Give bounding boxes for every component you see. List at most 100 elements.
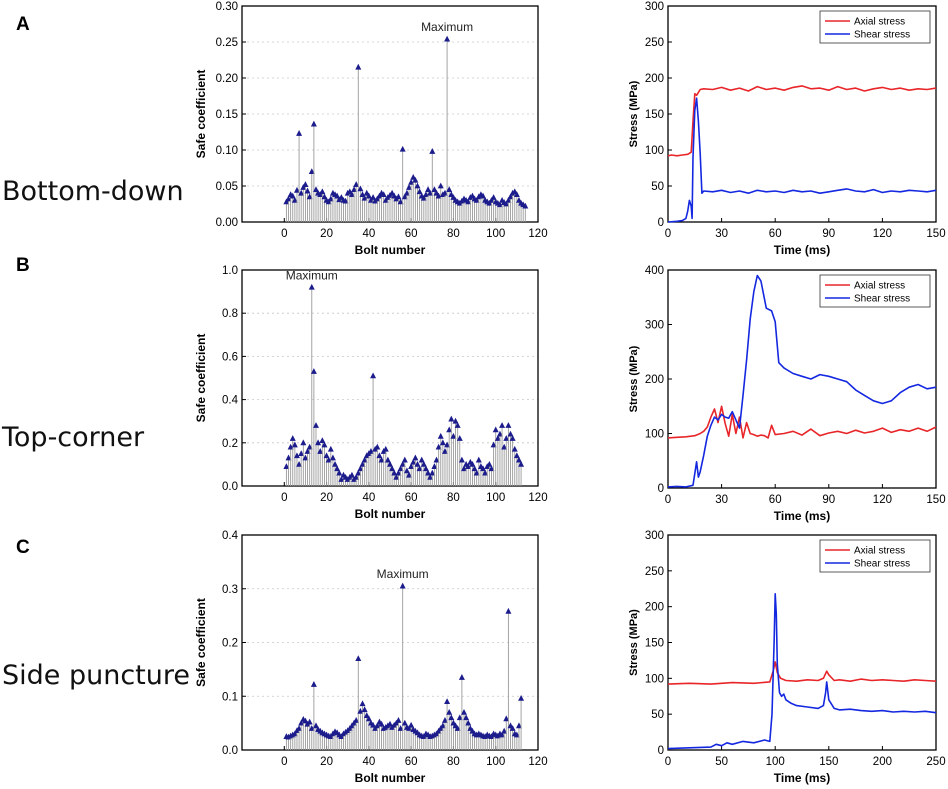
x-tick-label: 100	[486, 492, 505, 504]
data-point-marker	[403, 189, 410, 196]
data-point-marker	[367, 448, 374, 454]
y-tick-label: 0.30	[216, 1, 238, 13]
data-point-marker	[509, 725, 516, 731]
data-point-marker	[319, 188, 326, 195]
y-tick-label: 0.05	[216, 181, 238, 193]
data-point-marker	[378, 720, 385, 727]
data-point-marker	[359, 461, 366, 467]
x-tick-label: 90	[822, 494, 835, 506]
data-point-marker	[365, 192, 372, 199]
data-point-marker	[513, 731, 520, 738]
legend-label-shear-stress: Shear stress	[854, 294, 910, 305]
data-point-marker	[374, 722, 381, 729]
data-point-marker	[401, 193, 408, 200]
data-point-marker	[446, 708, 453, 715]
data-point-marker	[492, 426, 499, 433]
y-tick-label: 200	[645, 602, 664, 614]
legend-box	[819, 10, 931, 44]
data-point-marker	[414, 461, 421, 467]
y-tick-label: 0.4	[222, 530, 239, 542]
shear-stress-line	[667, 97, 937, 223]
data-point-marker	[507, 193, 514, 200]
stem-series	[283, 35, 529, 222]
data-point-marker	[310, 681, 317, 687]
data-point-marker	[427, 473, 434, 480]
x-tick-label: 50	[715, 756, 728, 768]
data-point-marker	[308, 168, 315, 174]
data-point-marker	[296, 130, 303, 136]
x-tick-label: 40	[362, 756, 375, 768]
data-point-marker	[505, 197, 512, 203]
data-point-marker	[306, 718, 313, 725]
data-point-marker	[505, 607, 512, 614]
data-point-marker	[420, 461, 427, 467]
x-tick-label: 40	[362, 228, 375, 240]
data-point-marker	[387, 720, 393, 727]
x-tick-label: 250	[926, 756, 945, 768]
x-tick-label: 60	[405, 228, 418, 240]
data-point-marker	[416, 188, 423, 195]
data-point-marker	[425, 469, 432, 476]
data-point-marker	[496, 201, 503, 208]
y-tick-label: 0.10	[216, 145, 238, 157]
data-point-marker	[473, 197, 480, 203]
data-point-marker	[308, 283, 315, 290]
data-point-marker	[357, 707, 364, 714]
x-tick-label: 20	[320, 756, 333, 768]
y-axis-title: Safe coefficient	[194, 334, 208, 423]
data-point-marker	[501, 443, 508, 450]
data-point-marker	[310, 120, 317, 127]
data-point-marker	[370, 372, 377, 379]
data-point-marker	[522, 202, 529, 209]
data-point-marker	[482, 469, 489, 476]
data-point-marker	[427, 189, 434, 196]
data-point-marker	[456, 714, 463, 721]
data-point-marker	[399, 461, 406, 467]
data-point-marker	[471, 465, 478, 472]
data-point-marker	[395, 717, 402, 723]
x-tick-label: 80	[447, 756, 460, 768]
data-point-marker	[298, 450, 305, 456]
y-tick-label: 0.6	[222, 351, 238, 363]
data-point-marker	[435, 443, 442, 450]
x-tick-label: 120	[873, 494, 892, 506]
data-point-marker	[317, 448, 324, 454]
x-axis-title: Time (ms)	[774, 243, 830, 257]
x-tick-label: 20	[320, 492, 333, 504]
data-point-marker	[327, 195, 334, 202]
data-point-marker	[458, 674, 465, 680]
data-point-marker	[397, 198, 404, 205]
data-point-marker	[287, 443, 294, 450]
data-point-marker	[355, 63, 362, 70]
x-tick-label: 0	[665, 494, 671, 506]
data-point-marker	[291, 441, 298, 448]
data-point-marker	[473, 469, 480, 476]
x-tick-label: 120	[528, 756, 547, 768]
data-point-marker	[408, 179, 415, 185]
data-point-marker	[515, 456, 522, 463]
data-point-marker	[361, 456, 368, 463]
data-point-marker	[456, 435, 463, 441]
legend-label-axial-stress: Axial stress	[854, 17, 905, 28]
data-point-marker	[353, 181, 360, 187]
data-point-marker	[374, 443, 381, 450]
x-axis-title: Bolt number	[355, 771, 426, 785]
data-point-marker	[437, 432, 444, 439]
data-point-marker	[480, 465, 487, 472]
data-point-marker	[298, 719, 305, 726]
data-point-marker	[389, 465, 396, 472]
x-tick-label: 0	[665, 228, 671, 240]
data-point-marker	[382, 445, 389, 452]
data-point-marker	[408, 721, 415, 728]
data-point-marker	[412, 454, 419, 461]
data-point-marker	[454, 725, 461, 731]
y-axis-title: Safe coefficient	[194, 70, 208, 159]
data-point-marker	[289, 192, 296, 199]
y-tick-label: 0.20	[216, 73, 238, 85]
x-tick-label: 80	[447, 492, 460, 504]
scenario-label-bottom-down: Bottom-down	[2, 176, 184, 207]
x-axis-title: Bolt number	[355, 507, 426, 521]
y-tick-label: 200	[645, 374, 664, 386]
data-point-marker	[406, 184, 413, 190]
data-point-marker	[454, 422, 461, 428]
